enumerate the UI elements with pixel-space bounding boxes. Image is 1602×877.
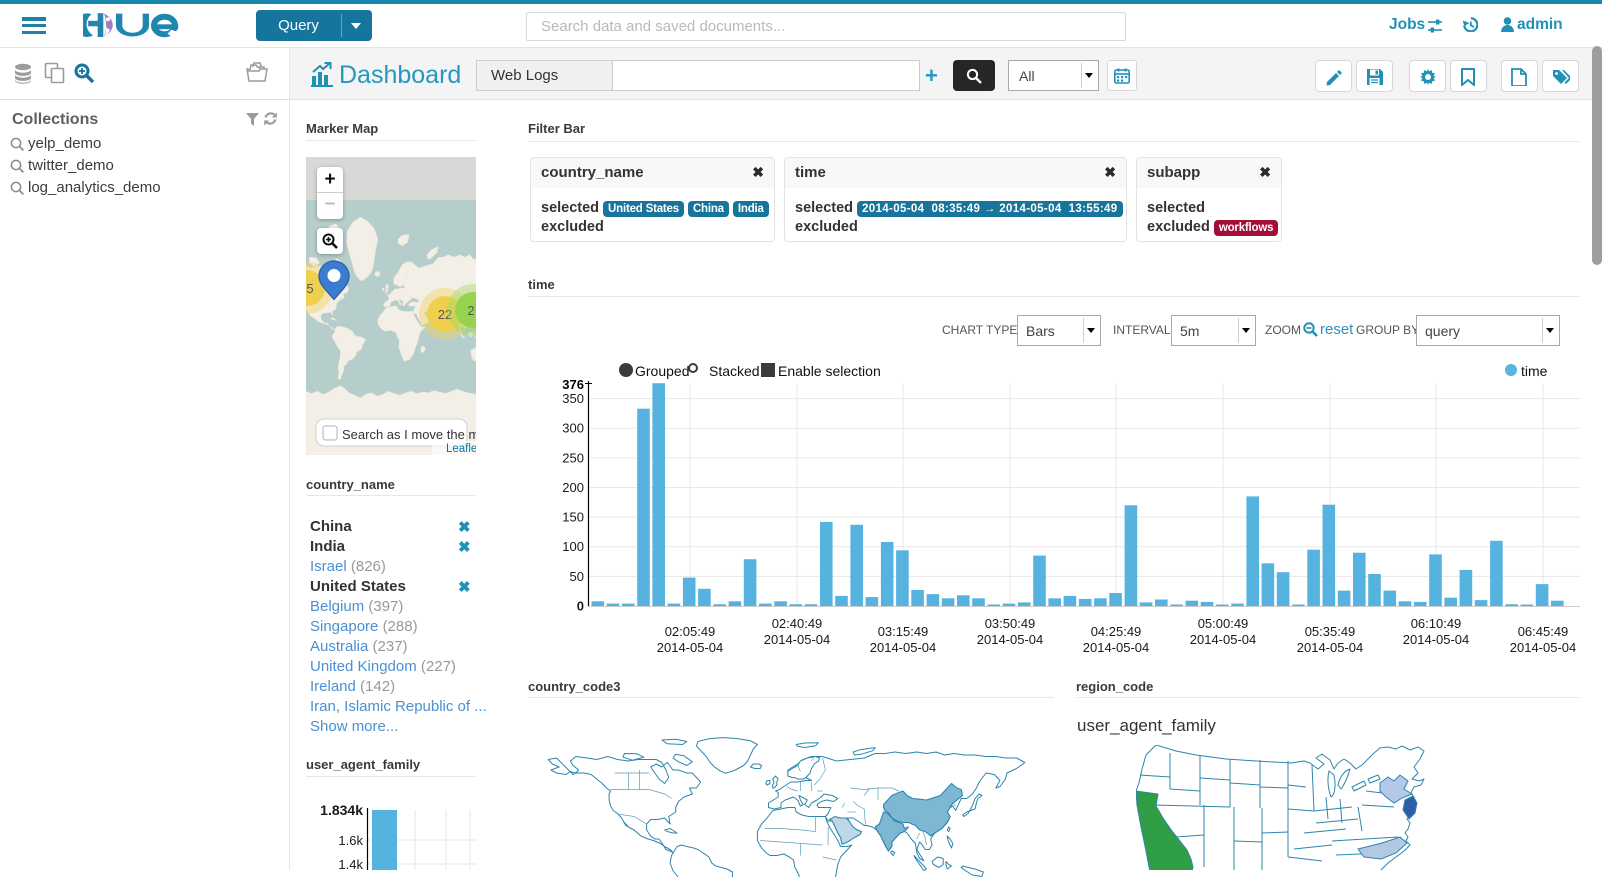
- svg-text:0: 0: [577, 599, 584, 614]
- svg-text:1.4k: 1.4k: [338, 857, 363, 870]
- svg-text:1.834k: 1.834k: [320, 802, 363, 818]
- svg-text:05:35:49: 05:35:49: [1305, 624, 1356, 639]
- svg-text:22: 22: [438, 307, 452, 322]
- svg-text:100: 100: [562, 539, 584, 554]
- svg-text:05:00:49: 05:00:49: [1198, 616, 1249, 631]
- svg-text:300: 300: [562, 421, 584, 436]
- svg-text:03:50:49: 03:50:49: [985, 616, 1036, 631]
- svg-text:376: 376: [562, 377, 584, 392]
- svg-text:2014-05-04: 2014-05-04: [1403, 632, 1470, 647]
- svg-text:200: 200: [562, 480, 584, 495]
- svg-text:50: 50: [570, 569, 584, 584]
- svg-text:2014-05-04: 2014-05-04: [1190, 632, 1257, 647]
- svg-text:5: 5: [306, 281, 313, 296]
- svg-text:2014-05-04: 2014-05-04: [764, 632, 831, 647]
- svg-text:150: 150: [562, 510, 584, 525]
- svg-text:02:40:49: 02:40:49: [772, 616, 823, 631]
- svg-text:1.6k: 1.6k: [338, 833, 363, 848]
- svg-text:04:25:49: 04:25:49: [1091, 624, 1142, 639]
- svg-text:250: 250: [562, 450, 584, 465]
- svg-text:03:15:49: 03:15:49: [878, 624, 929, 639]
- svg-text:2014-05-04: 2014-05-04: [1510, 640, 1577, 655]
- svg-text:06:10:49: 06:10:49: [1411, 616, 1462, 631]
- svg-text:2014-05-04: 2014-05-04: [977, 632, 1044, 647]
- svg-text:2014-05-04: 2014-05-04: [1297, 640, 1364, 655]
- svg-text:02:05:49: 02:05:49: [665, 624, 716, 639]
- svg-text:350: 350: [562, 391, 584, 406]
- svg-text:Search as I move the map: Search as I move the map: [342, 427, 476, 442]
- svg-text:2: 2: [467, 303, 474, 318]
- svg-text:2014-05-04: 2014-05-04: [1083, 640, 1150, 655]
- svg-text:2014-05-04: 2014-05-04: [657, 640, 724, 655]
- svg-text:2014-05-04: 2014-05-04: [870, 640, 937, 655]
- svg-text:Leaflet: Leaflet: [446, 443, 476, 455]
- svg-text:06:45:49: 06:45:49: [1518, 624, 1569, 639]
